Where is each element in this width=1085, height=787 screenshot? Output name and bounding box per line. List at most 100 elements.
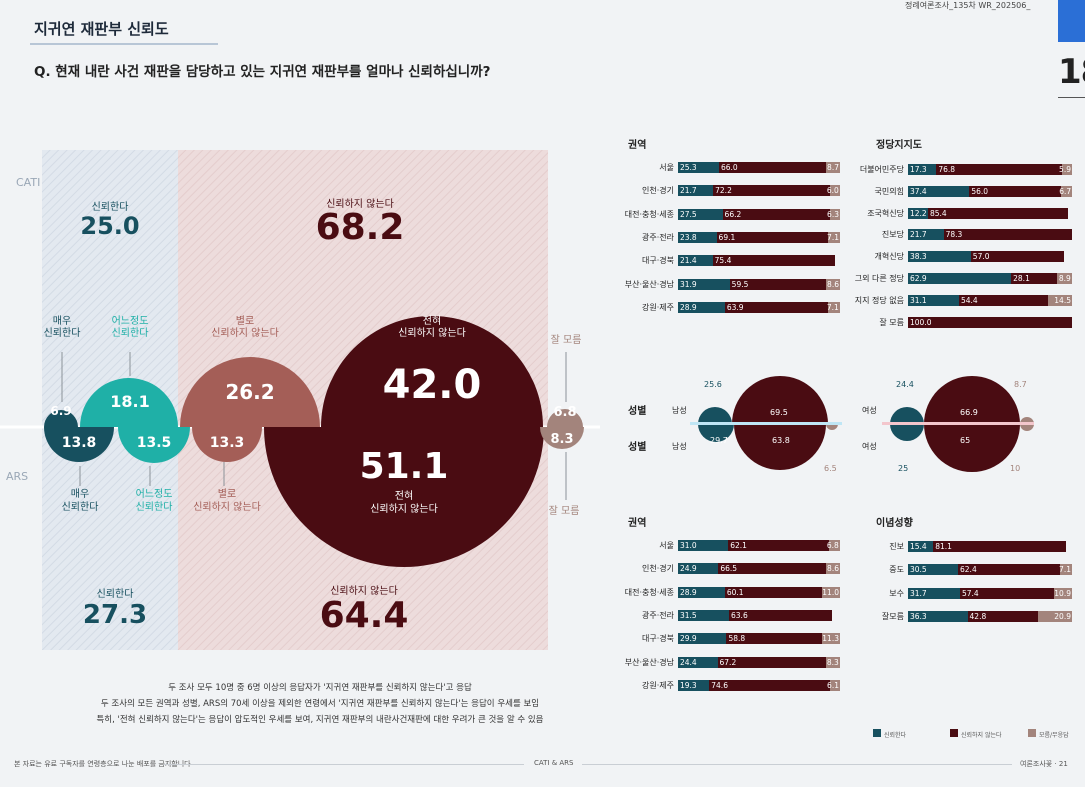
mini-row-label: 강원·제주: [642, 680, 674, 690]
cati-unknown-bubble: [547, 409, 583, 427]
female-ars-trust-bubble: [890, 424, 924, 441]
mini-bar-value: 8.9: [1058, 274, 1071, 283]
mini-bar-segment: 25.3: [678, 162, 719, 173]
mini-bar-value: 12.2: [910, 208, 927, 218]
ars-very-trust-bubble: [44, 427, 114, 462]
female-ars-trust-value: 25: [898, 464, 909, 473]
mini-bar-value: 31.0: [680, 541, 697, 550]
mini-bar-segment: 31.1: [908, 294, 959, 306]
mini-bar-segment: 8.6: [826, 278, 840, 290]
mini-bar-segment: 72.2: [713, 185, 831, 197]
ars-very-trust-label: 매우 신뢰한다: [61, 489, 99, 513]
cati-trust-label: 신뢰한다: [91, 202, 129, 213]
mini-bar-segment: 75.4: [712, 255, 835, 267]
ars-not-at-all-value: 51.1: [359, 446, 449, 487]
mini-row-label: 조국혁신당: [867, 208, 904, 218]
mini-bar-segment: 38.3: [908, 251, 971, 263]
ars-not-at-all-label: 전혀 신뢰하지 않는다: [370, 491, 438, 515]
summary-text: 두 조사 모두 10명 중 6명 이상의 응답자가 '지귀연 재판부를 신뢰하지…: [40, 680, 600, 728]
ars-distrust-total: 64.4: [319, 595, 409, 636]
female-cati-label: 여성: [862, 406, 877, 415]
mini-row-label: 부산·울산·경남: [624, 657, 674, 667]
mini-bar-segment: 10.9: [1054, 587, 1072, 599]
cati-not-at-all-label: 전혀 신뢰하지 않는다: [398, 316, 466, 339]
mini-bar-value: 7.1: [827, 232, 839, 242]
legend-label-distrust: 신뢰하지 않는다: [961, 732, 1002, 739]
main-bubble-chart: [0, 150, 600, 650]
mini-bar-segment: 7.1: [1059, 564, 1072, 576]
mini-bar-segment: 42.8: [967, 610, 1038, 622]
male-cati-distrust-value: 69.5: [770, 408, 788, 417]
mini-bar-value: 20.9: [1054, 611, 1071, 621]
footer-rule-left: [164, 764, 524, 765]
mini-bar-segment: 19.3: [678, 679, 710, 691]
mini-row-label: 대전·충청·세종: [624, 209, 674, 219]
mini-bar-segment: 7.1: [827, 231, 840, 243]
mini-bar-value: 31.1: [910, 295, 927, 305]
mini-bar-segment: 6.1: [827, 679, 840, 691]
mini-bar-segment: 62.9: [908, 273, 1012, 284]
cati-unknown-value: 6.8: [553, 405, 577, 420]
mini-bar-value: 66.2: [724, 209, 742, 219]
mini-bar-value: 7.1: [826, 302, 839, 312]
mini-bar-value: 30.5: [910, 565, 927, 575]
mini-bar-segment: 56.0: [969, 185, 1062, 197]
legend-label-unknown: 모름/무응답: [1039, 732, 1069, 739]
mini-row-label: 그외 다른 정당: [854, 274, 904, 283]
mini-row-label: 광주·전라: [642, 610, 674, 620]
ars-trust-total: 27.3: [82, 600, 148, 630]
female-cati-distrust-value: 66.9: [960, 408, 978, 417]
mini-row-label: 서울: [659, 163, 674, 172]
mini-bar-value: 76.8: [938, 165, 956, 174]
mini-bar-value: 6.3: [827, 209, 839, 219]
mini-bar-value: 7.1: [1059, 565, 1071, 575]
mini-bar-segment: 63.6: [729, 609, 833, 621]
mini-bar-segment: 85.4: [928, 207, 1069, 219]
ars-some-trust-bubble: [118, 427, 190, 463]
male-ars-trust-bubble: [698, 424, 734, 442]
mini-bar-value: 24.4: [680, 657, 697, 667]
mini-bar-value: 23.8: [680, 232, 697, 242]
mini-bar-value: 24.9: [680, 564, 697, 574]
mini-bar-segment: 62.1: [728, 540, 829, 551]
mini-bar-value: 21.7: [680, 186, 697, 196]
mini-bar-value: 6.7: [1059, 186, 1072, 196]
cati-some-trust-value: 18.1: [110, 392, 150, 411]
male-cati-distrust-bubble: [732, 376, 828, 424]
mini-bar-value: 8.3: [826, 657, 839, 667]
mini-bar-value: 57.4: [961, 588, 979, 598]
mini-row-label: 인천·경기: [642, 564, 674, 574]
legend-swatch-trust: [873, 729, 881, 737]
mini-bar-segment: 15.4: [908, 541, 934, 552]
male-cati-trust-bubble: [698, 407, 732, 424]
mini-bar-value: 31.5: [680, 610, 697, 620]
ars-very-trust-value: 13.8: [61, 435, 97, 451]
mini-row-label: 잘 모름: [879, 317, 904, 327]
mini-bar-value: 6.1: [827, 680, 839, 690]
cati-very-trust-bubble: [44, 410, 78, 427]
legend-swatch-distrust: [950, 729, 958, 737]
female-ars-label: 여성: [862, 442, 877, 451]
male-ars-distrust-bubble: [734, 424, 826, 470]
legend-label-trust: 신뢰한다: [884, 732, 907, 739]
title-underline: [30, 43, 218, 45]
mini-bar-segment: 67.2: [717, 656, 827, 668]
male-ars-label: 남성: [672, 442, 687, 451]
mini-chart-title: 정당지지도: [876, 140, 922, 151]
ars-trust-label: 신뢰한다: [96, 589, 134, 600]
mini-bar-value: 38.3: [910, 252, 927, 262]
mini-bar-segment: 74.6: [709, 679, 831, 691]
mini-bar-segment: 11.0: [822, 586, 840, 598]
mini-bar-segment: 5.9: [1059, 164, 1072, 175]
mini-bar-value: 62.1: [730, 541, 747, 550]
mini-bar-segment: 6.8: [827, 540, 840, 551]
mini-row-label: 대구·경북: [642, 256, 674, 266]
mini-bar-value: 75.4: [714, 256, 732, 266]
mini-bar-segment: 28.1: [1011, 273, 1058, 284]
ars-method-label: ARS: [6, 470, 29, 483]
mini-bar-segment: 17.3: [908, 164, 937, 175]
mini-bar-value: 31.7: [910, 588, 927, 598]
mini-bar-value: 17.3: [910, 165, 927, 174]
mini-bar-segment: 57.0: [970, 251, 1065, 263]
mini-bar-segment: 30.5: [908, 564, 959, 576]
